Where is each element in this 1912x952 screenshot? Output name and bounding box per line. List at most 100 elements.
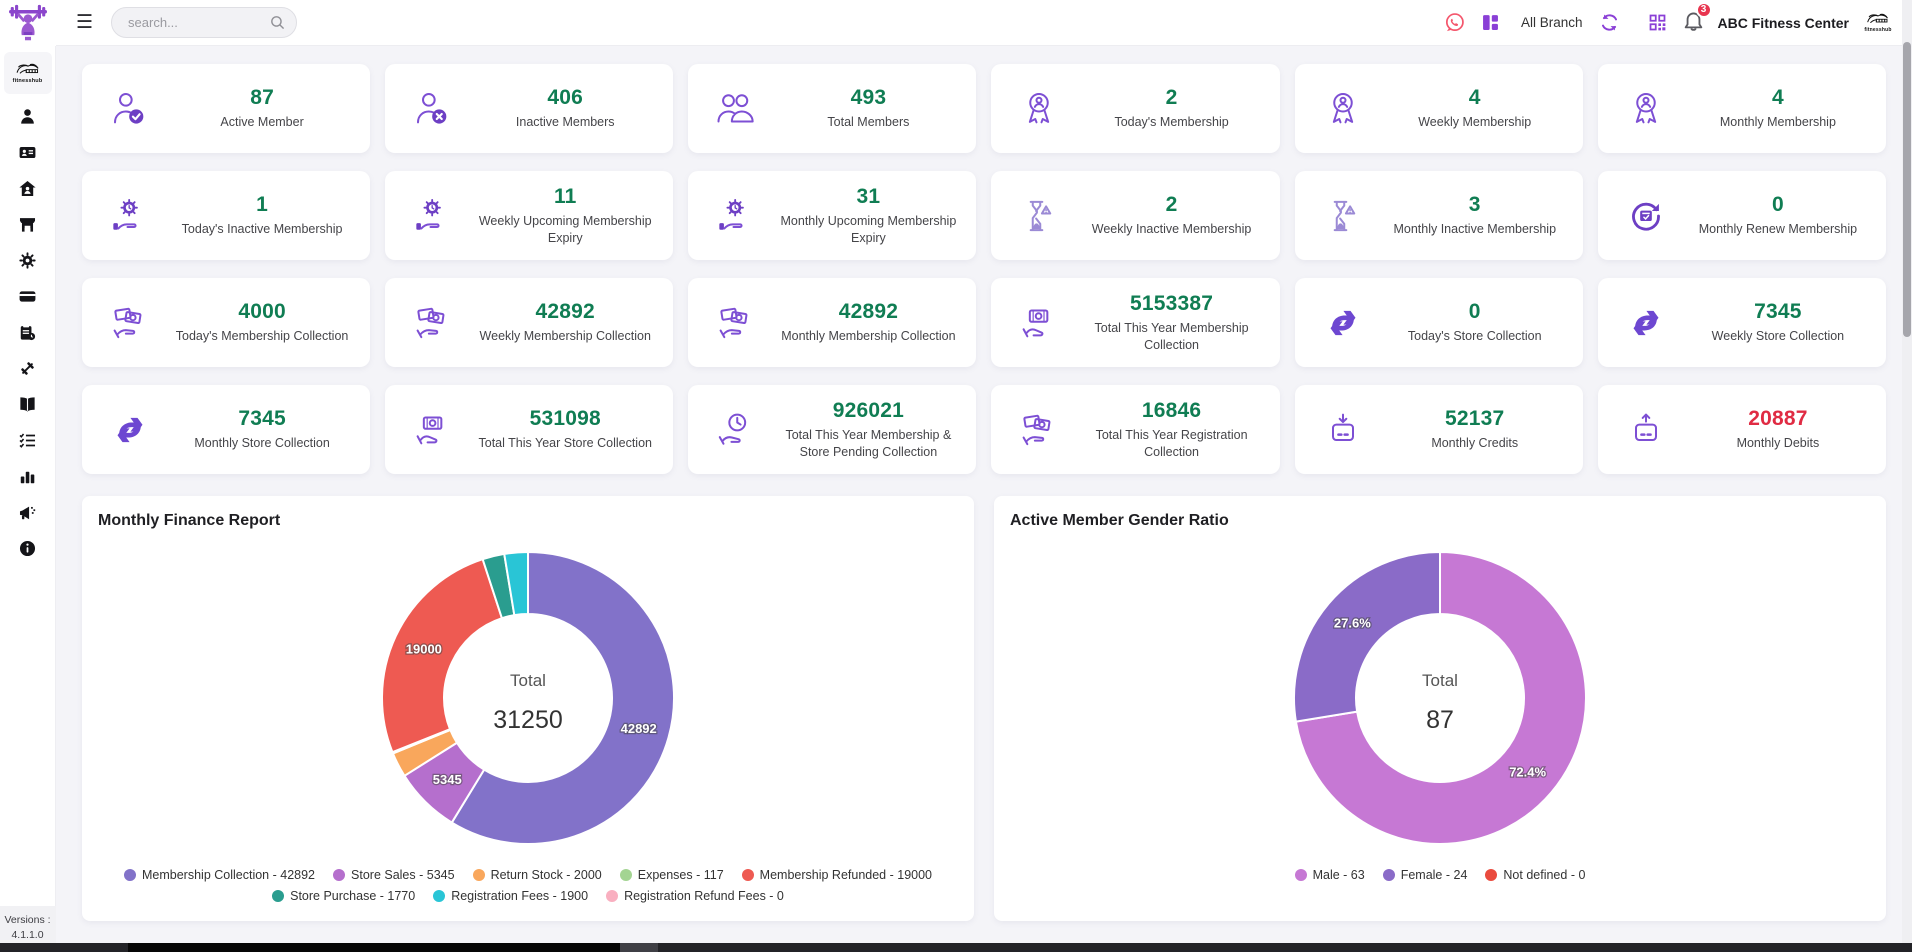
sidebar-item-membership-card[interactable] <box>0 134 56 170</box>
exchange-icon <box>1626 303 1666 343</box>
sidebar-item-about[interactable] <box>0 530 56 566</box>
stat-value: 31 <box>856 184 881 208</box>
sidebar-item-billing[interactable] <box>0 278 56 314</box>
stat-card-total-this-year-store-collection: 531098 Total This Year Store Collection <box>385 385 674 474</box>
horizontal-scrollbar-thumb[interactable] <box>128 943 620 952</box>
sidebar-brand-logo[interactable]: fitnesshub <box>3 52 52 94</box>
donut-slice-registration-fees[interactable] <box>503 551 529 617</box>
slice-label: 5345 <box>433 772 462 787</box>
sidebar-item-attendance-report[interactable] <box>0 314 56 350</box>
gender-donut-chart[interactable]: 72.4% 27.6% Total 87 <box>1010 532 1870 862</box>
legend-item-not-defined[interactable]: Not defined - 0 <box>1485 868 1585 882</box>
stat-label: Monthly Debits <box>1736 436 1820 451</box>
notification-bell-icon[interactable]: 3 <box>1682 1 1712 37</box>
id-card-icon <box>18 143 37 162</box>
sidebar-item-workout[interactable] <box>0 350 56 386</box>
stat-card-monthly-debits: 20887 Monthly Debits <box>1597 385 1886 474</box>
stat-card-weekly-upcoming-membership-expiry: 11 Weekly Upcoming Membership Expiry <box>385 171 674 260</box>
stat-card-total-this-year-membership-collection: 5153387 Total This Year Membership Colle… <box>991 278 1280 367</box>
stat-value: 1 <box>256 193 269 217</box>
vertical-scrollbar-thumb[interactable] <box>1903 42 1911 337</box>
sidebar-item-tasks[interactable] <box>0 422 56 458</box>
qr-code-icon[interactable] <box>1646 11 1669 34</box>
stat-card-monthly-credits: 52137 Monthly Credits <box>1294 385 1583 474</box>
donut-center-value: 87 <box>1426 706 1454 734</box>
hamburger-menu-icon[interactable]: ☰ <box>76 12 94 33</box>
sidebar-item-store[interactable] <box>0 206 56 242</box>
legend-item-male[interactable]: Male - 63 <box>1294 868 1365 882</box>
app-logo[interactable] <box>0 0 56 46</box>
sidebar: fitnesshub Versions : 4.1.1.0 <box>0 0 56 952</box>
stat-card-total-this-year-membership-store-pending-collection: 926021 Total This Year Membership & Stor… <box>688 385 977 474</box>
whatsapp-icon[interactable] <box>1443 11 1466 34</box>
money-hand-icon <box>110 303 150 343</box>
legend-item-registration-fees[interactable]: Registration Fees - 1900 <box>433 889 588 903</box>
sidebar-item-announcements[interactable] <box>0 494 56 530</box>
expiry-icon <box>413 196 453 236</box>
legend-item-membership-collection[interactable]: Membership Collection - 42892 <box>124 868 315 882</box>
stat-value: 926021 <box>832 398 905 422</box>
legend-label: Not defined - 0 <box>1503 868 1586 882</box>
finance-donut-chart[interactable]: 42892 5345 19000 Total 31250 <box>98 532 958 862</box>
apps-grid-icon[interactable] <box>1479 11 1502 34</box>
legend-item-store-purchase[interactable]: Store Purchase - 1770 <box>272 889 415 903</box>
legend-label: Store Purchase - 1770 <box>290 889 416 903</box>
organization-name: ABC Fitness Center <box>1717 14 1849 31</box>
stat-label: Monthly Store Collection <box>194 436 330 451</box>
branch-selector[interactable]: All Branch <box>1521 15 1583 30</box>
horizontal-scrollbar-notch <box>620 943 658 952</box>
refresh-icon[interactable] <box>1598 11 1621 34</box>
stat-label: Monthly Upcoming Membership Expiry <box>780 213 957 245</box>
user-check-icon <box>110 89 150 129</box>
award-icon <box>1323 89 1363 129</box>
donut-slice-male[interactable] <box>1294 551 1587 845</box>
sidebar-item-analytics[interactable] <box>0 458 56 494</box>
cash-hand-icon <box>413 410 453 450</box>
donut-slice-membership-refunded[interactable] <box>381 558 503 754</box>
legend-item-expenses[interactable]: Expenses - 117 <box>619 868 724 882</box>
exchange-icon <box>110 410 150 450</box>
award-icon <box>1019 89 1059 129</box>
stat-label: Total This Year Membership Collection <box>1094 320 1249 352</box>
search-icon <box>269 14 286 31</box>
stat-card-monthly-membership-collection: 42892 Monthly Membership Collection <box>688 278 977 367</box>
legend-item-return-stock[interactable]: Return Stock - 2000 <box>472 868 602 882</box>
stat-card-today-s-membership: 2 Today's Membership <box>991 64 1280 153</box>
horizontal-scrollbar[interactable] <box>0 943 1912 952</box>
legend-dot <box>741 869 754 881</box>
legend-label: Membership Refunded - 19000 <box>759 868 932 882</box>
sidebar-item-facility[interactable] <box>0 170 56 206</box>
stat-label: Weekly Upcoming Membership Expiry <box>478 213 652 245</box>
vertical-scrollbar[interactable] <box>1902 0 1912 943</box>
legend-label: Membership Collection - 42892 <box>142 868 316 882</box>
sidebar-item-members[interactable] <box>0 98 56 134</box>
hourglass-icon <box>1019 196 1059 236</box>
exchange-icon <box>1323 303 1363 343</box>
sidebar-item-library[interactable] <box>0 386 56 422</box>
user-icon <box>18 107 37 126</box>
slice-label: 72.4% <box>1509 764 1546 779</box>
stat-card-today-s-membership-collection: 4000 Today's Membership Collection <box>82 278 371 367</box>
legend-label: Registration Refund Fees - 0 <box>624 889 784 903</box>
sidebar-item-settings[interactable] <box>0 242 56 278</box>
info-icon <box>18 539 37 558</box>
legend-item-membership-refunded[interactable]: Membership Refunded - 19000 <box>741 868 932 882</box>
donut-slice-female[interactable] <box>1293 551 1441 723</box>
stat-value: 7345 <box>1754 300 1802 324</box>
legend-dot <box>1485 869 1498 881</box>
stat-label: Total This Year Membership & Store Pendi… <box>785 427 952 459</box>
credit-in-icon <box>1323 410 1363 450</box>
bar-chart-icon <box>18 467 37 486</box>
donut-slice-membership-collection[interactable] <box>450 551 676 845</box>
legend-item-registration-refund-fees[interactable]: Registration Refund Fees - 0 <box>606 889 784 903</box>
stats-grid: 87 Active Member 406 Inactive Members 49… <box>82 64 1886 474</box>
book-icon <box>18 395 37 414</box>
slice-label: 27.6% <box>1334 616 1371 631</box>
org-logo[interactable]: fitnesshub <box>1862 13 1894 33</box>
search-input[interactable] <box>111 7 298 38</box>
legend-item-store-sales[interactable]: Store Sales - 5345 <box>333 868 455 882</box>
stat-label: Today's Membership <box>1114 115 1229 130</box>
stat-card-active-member: 87 Active Member <box>82 64 371 153</box>
legend-item-female[interactable]: Female - 24 <box>1382 868 1467 882</box>
